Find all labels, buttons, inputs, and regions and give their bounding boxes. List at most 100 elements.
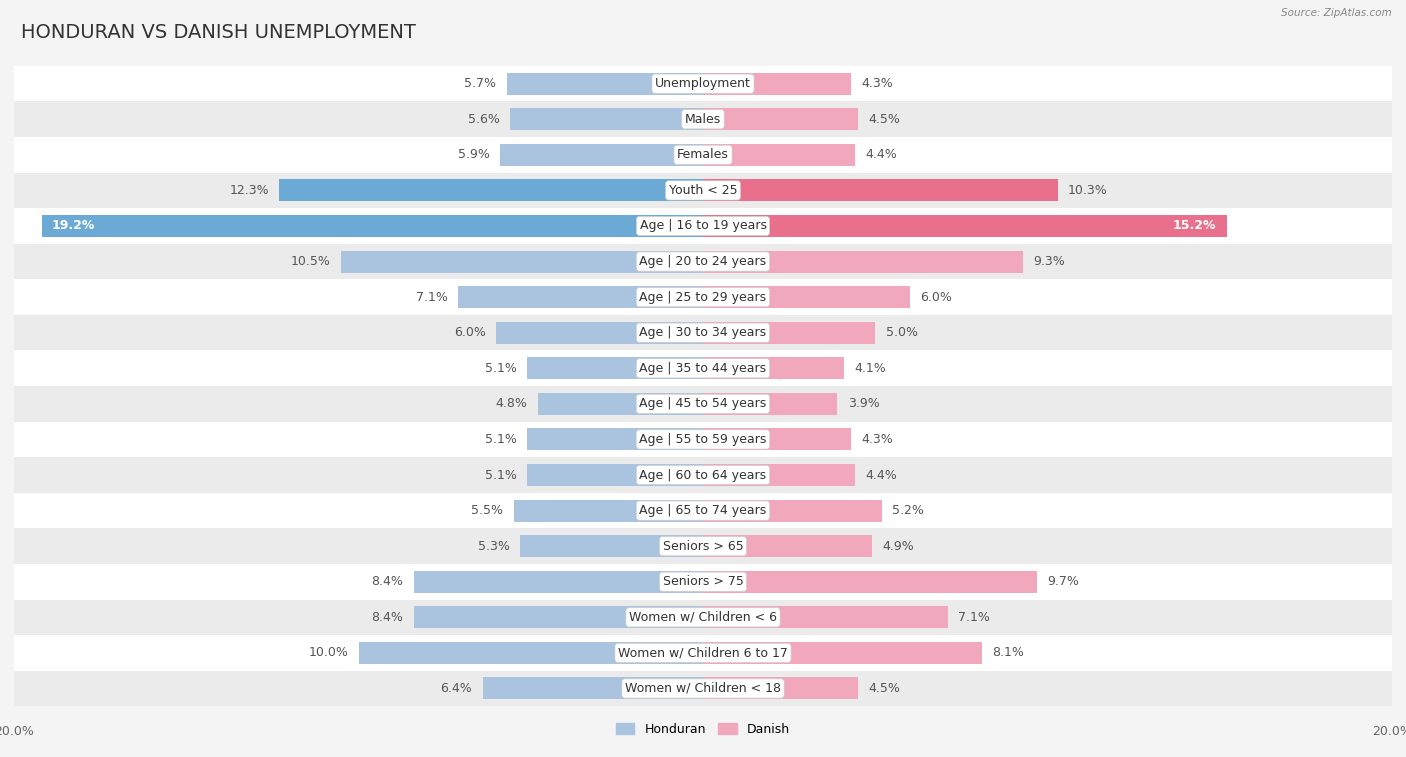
Text: 19.2%: 19.2% [52, 220, 96, 232]
Text: Males: Males [685, 113, 721, 126]
Bar [703, 322, 875, 344]
Text: 5.2%: 5.2% [893, 504, 924, 517]
Bar [14, 386, 1392, 422]
Text: 6.4%: 6.4% [440, 682, 472, 695]
Text: 6.0%: 6.0% [454, 326, 486, 339]
Bar [14, 208, 1392, 244]
Bar [14, 528, 1392, 564]
Bar [482, 678, 703, 699]
Text: Unemployment: Unemployment [655, 77, 751, 90]
Text: 4.3%: 4.3% [862, 433, 893, 446]
Text: 10.3%: 10.3% [1069, 184, 1108, 197]
Text: Age | 45 to 54 years: Age | 45 to 54 years [640, 397, 766, 410]
Text: 4.4%: 4.4% [865, 148, 897, 161]
Bar [14, 457, 1392, 493]
Text: 10.5%: 10.5% [291, 255, 330, 268]
Text: Age | 25 to 29 years: Age | 25 to 29 years [640, 291, 766, 304]
Bar [703, 393, 838, 415]
Bar [14, 635, 1392, 671]
Text: Age | 35 to 44 years: Age | 35 to 44 years [640, 362, 766, 375]
Bar [703, 215, 1226, 237]
Bar [14, 244, 1392, 279]
Text: 10.0%: 10.0% [308, 646, 349, 659]
Text: HONDURAN VS DANISH UNEMPLOYMENT: HONDURAN VS DANISH UNEMPLOYMENT [21, 23, 416, 42]
Bar [280, 179, 703, 201]
Bar [458, 286, 703, 308]
Text: 15.2%: 15.2% [1173, 220, 1216, 232]
Bar [703, 642, 981, 664]
Bar [537, 393, 703, 415]
Bar [703, 500, 882, 522]
Text: 4.5%: 4.5% [869, 113, 900, 126]
Bar [42, 215, 703, 237]
Bar [506, 73, 703, 95]
Text: 5.9%: 5.9% [457, 148, 489, 161]
Text: 5.5%: 5.5% [471, 504, 503, 517]
Text: 5.1%: 5.1% [485, 469, 517, 481]
Bar [703, 251, 1024, 273]
Bar [703, 144, 855, 166]
Text: Seniors > 75: Seniors > 75 [662, 575, 744, 588]
Text: Seniors > 65: Seniors > 65 [662, 540, 744, 553]
Text: 5.1%: 5.1% [485, 362, 517, 375]
Text: 12.3%: 12.3% [229, 184, 269, 197]
Bar [703, 464, 855, 486]
Text: 5.1%: 5.1% [485, 433, 517, 446]
Bar [496, 322, 703, 344]
Text: 5.3%: 5.3% [478, 540, 510, 553]
Text: 8.4%: 8.4% [371, 575, 404, 588]
Bar [703, 286, 910, 308]
Bar [14, 422, 1392, 457]
Text: 8.1%: 8.1% [993, 646, 1024, 659]
Text: Women w/ Children < 6: Women w/ Children < 6 [628, 611, 778, 624]
Text: 5.0%: 5.0% [886, 326, 918, 339]
Bar [703, 571, 1038, 593]
Bar [14, 66, 1392, 101]
Bar [703, 606, 948, 628]
Bar [14, 493, 1392, 528]
Bar [342, 251, 703, 273]
Text: 4.1%: 4.1% [855, 362, 886, 375]
Text: Age | 60 to 64 years: Age | 60 to 64 years [640, 469, 766, 481]
Bar [520, 535, 703, 557]
Text: 4.9%: 4.9% [882, 540, 914, 553]
Legend: Honduran, Danish: Honduran, Danish [610, 718, 796, 741]
Bar [527, 428, 703, 450]
Bar [14, 315, 1392, 350]
Text: Women w/ Children 6 to 17: Women w/ Children 6 to 17 [619, 646, 787, 659]
Text: 4.3%: 4.3% [862, 77, 893, 90]
Bar [14, 564, 1392, 600]
Bar [14, 173, 1392, 208]
Text: 5.7%: 5.7% [464, 77, 496, 90]
Bar [703, 108, 858, 130]
Bar [703, 73, 851, 95]
Bar [703, 357, 844, 379]
Text: Age | 55 to 59 years: Age | 55 to 59 years [640, 433, 766, 446]
Text: Age | 65 to 74 years: Age | 65 to 74 years [640, 504, 766, 517]
Text: Youth < 25: Youth < 25 [669, 184, 737, 197]
Text: 4.4%: 4.4% [865, 469, 897, 481]
Bar [703, 179, 1057, 201]
Text: 19.2%: 19.2% [650, 220, 693, 232]
Bar [14, 137, 1392, 173]
Text: Age | 16 to 19 years: Age | 16 to 19 years [640, 220, 766, 232]
Bar [703, 678, 858, 699]
Bar [14, 600, 1392, 635]
Text: 6.0%: 6.0% [920, 291, 952, 304]
Bar [14, 350, 1392, 386]
Text: 9.7%: 9.7% [1047, 575, 1080, 588]
Text: 5.6%: 5.6% [468, 113, 499, 126]
Bar [703, 535, 872, 557]
Bar [413, 571, 703, 593]
Text: Females: Females [678, 148, 728, 161]
Text: 4.8%: 4.8% [495, 397, 527, 410]
Bar [513, 500, 703, 522]
Text: Age | 20 to 24 years: Age | 20 to 24 years [640, 255, 766, 268]
Text: 4.5%: 4.5% [869, 682, 900, 695]
Bar [510, 108, 703, 130]
Text: Women w/ Children < 18: Women w/ Children < 18 [626, 682, 780, 695]
Bar [359, 642, 703, 664]
Text: 3.9%: 3.9% [848, 397, 879, 410]
Bar [527, 464, 703, 486]
Text: Source: ZipAtlas.com: Source: ZipAtlas.com [1281, 8, 1392, 17]
